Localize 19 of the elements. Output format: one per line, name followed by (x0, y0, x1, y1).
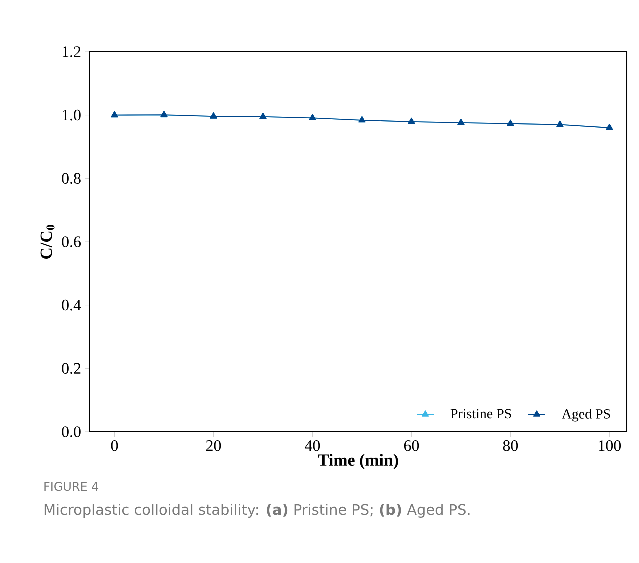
y-axis-title: C/C$_{0}$ (40, 225, 55, 259)
y-tick-label: 0.6 (62, 236, 82, 248)
x-tick-label: 100 (599, 440, 622, 452)
legend-label: Pristine PS (450, 409, 512, 419)
y-tick-label: 0.0 (62, 426, 81, 438)
x-tick-label: 40 (305, 440, 320, 452)
x-tick-label: 20 (206, 440, 222, 452)
y-tick-label: 1.2 (62, 46, 81, 58)
caption: FIGURE 4 (44, 482, 99, 492)
x-axis-title: Time (min) (318, 454, 398, 470)
y-tick-label: 0.2 (62, 363, 81, 374)
x-tick-label: 0 (111, 440, 118, 452)
text: Microplastic colloidal stability: (a) Pristine PS; (b) Aged PS. (44, 504, 470, 518)
y-tick-label: 0.4 (62, 300, 82, 311)
x-tick-label: 80 (503, 440, 518, 452)
y-tick-label: 1.0 (62, 110, 81, 121)
legend-label: Aged PS (562, 409, 610, 422)
y-tick-label: 0.8 (62, 173, 81, 184)
x-tick-label: 60 (404, 440, 420, 452)
